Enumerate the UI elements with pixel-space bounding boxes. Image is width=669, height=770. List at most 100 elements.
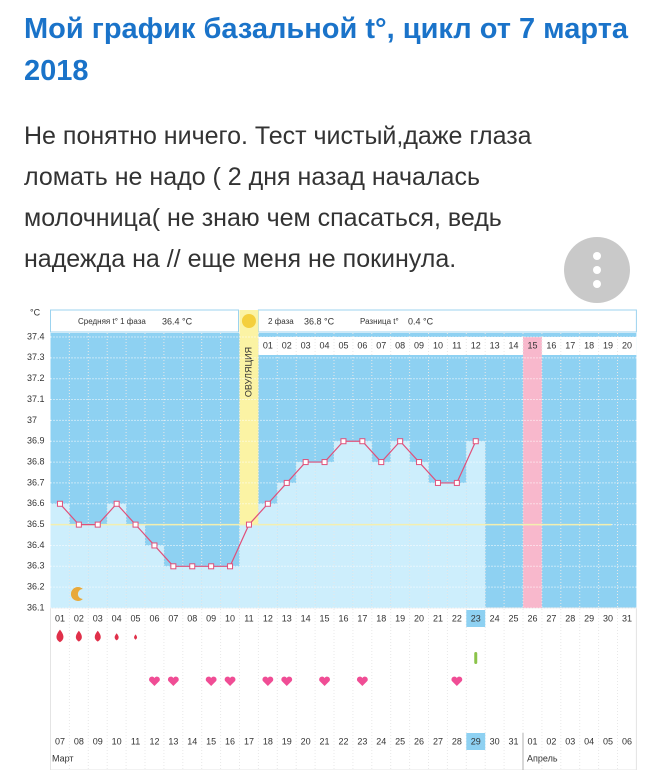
cycle-day: 04: [112, 613, 122, 623]
cycle-day: 13: [282, 613, 292, 623]
cycle-day: 30: [603, 613, 613, 623]
y-tick-label: 37.2: [27, 373, 45, 383]
title: Мой график базальной t°, цикл от 7 марта…: [24, 13, 629, 87]
point: [264, 500, 271, 507]
bar: [258, 503, 278, 608]
date: 05: [603, 736, 613, 746]
cycle-day: 18: [376, 613, 386, 623]
header-text: 0.4 °C: [408, 316, 434, 326]
date: 03: [565, 736, 575, 746]
cycle-day: 15: [320, 613, 330, 623]
heart: [319, 676, 330, 686]
month: Апрель: [527, 753, 558, 763]
y-tick-label: 37.4: [27, 331, 45, 341]
date: 26: [414, 736, 424, 746]
bar: [296, 462, 316, 608]
date: 06: [622, 736, 632, 746]
y-tick-label: 37.1: [27, 394, 45, 404]
point: [151, 542, 158, 549]
bar: [88, 524, 108, 608]
menu-button[interactable]: [564, 237, 630, 303]
point: [434, 479, 441, 486]
bar: [107, 503, 127, 608]
date: 19: [282, 736, 292, 746]
point: [189, 563, 196, 570]
y-tick-label: 36.4: [27, 540, 45, 550]
y-tick-label: 36.1: [27, 602, 45, 612]
line: ломать не надо ( 2 дня назад началась: [24, 163, 480, 191]
date: 04: [584, 736, 594, 746]
point: [227, 563, 234, 570]
moon-icon: [70, 587, 83, 601]
header-text: 36.8 °C: [304, 316, 335, 326]
cycle-day: 31: [622, 613, 632, 623]
point: [75, 521, 82, 528]
date: 07: [55, 736, 65, 746]
bar: [201, 566, 221, 608]
cycle-day: 08: [187, 613, 197, 623]
line: молочница( не знаю чем спасаться, ведь: [24, 204, 502, 232]
bar: [163, 566, 183, 608]
cycle-day: 05: [131, 613, 141, 623]
phase2-day: 13: [490, 340, 500, 350]
cycle-day: 22: [452, 613, 462, 623]
date: 02: [546, 736, 556, 746]
line: надежда на // еще меня не покинула.: [24, 245, 457, 273]
blood-drop: [114, 633, 119, 641]
bar: [220, 566, 240, 608]
y-tick-label: 37: [27, 415, 37, 425]
point: [302, 459, 309, 466]
cycle-day: 10: [225, 613, 235, 623]
cycle-day: 23: [471, 613, 481, 623]
peak-column: [523, 337, 542, 608]
date: 17: [244, 736, 254, 746]
cycle-day: 19: [395, 613, 405, 623]
blood-drop: [134, 634, 138, 640]
cycle-day: 06: [149, 613, 159, 623]
cycle-day: 21: [433, 613, 443, 623]
point: [416, 459, 423, 466]
bar: [409, 462, 429, 608]
point: [208, 563, 215, 570]
heart: [451, 676, 463, 686]
blood-drop: [94, 630, 101, 642]
phase2-day: 18: [584, 340, 594, 350]
cycle-day: 01: [55, 613, 65, 623]
date: 10: [112, 736, 122, 746]
y-tick-label: 36.8: [27, 456, 45, 466]
month: Март: [52, 753, 74, 763]
test-mark: [474, 652, 478, 664]
date: 31: [509, 736, 519, 746]
date: 23: [357, 736, 367, 746]
heart: [149, 676, 160, 686]
phase2-day: 17: [565, 340, 575, 350]
cycle-day: 28: [565, 613, 575, 623]
blood-drop: [56, 629, 64, 643]
point: [453, 479, 460, 486]
cycle-day: 02: [74, 613, 84, 623]
phase2-day: 06: [357, 340, 367, 350]
date: 11: [131, 736, 140, 746]
y-tick-label: 36.5: [27, 519, 45, 529]
header-text: 36.4 °C: [162, 316, 193, 326]
y-tick-label: 36.7: [27, 477, 45, 487]
ovulation-label: ОВУЛЯЦИЯ: [243, 347, 253, 397]
phase2-day: 14: [509, 340, 519, 350]
header-text: 2 фаза: [268, 317, 294, 326]
date: 13: [168, 736, 178, 746]
point: [397, 438, 404, 445]
date: 21: [320, 736, 330, 746]
point: [113, 500, 120, 507]
date: 12: [149, 736, 159, 746]
point: [245, 521, 252, 528]
cycle-day: 09: [206, 613, 216, 623]
bar: [277, 482, 297, 608]
unit: °C: [30, 307, 41, 317]
date: 14: [187, 736, 197, 746]
date: 01: [527, 736, 537, 746]
y-tick-label: 36.9: [27, 436, 45, 446]
date: 27: [433, 736, 443, 746]
heart: [262, 676, 274, 686]
date: 24: [376, 736, 386, 746]
